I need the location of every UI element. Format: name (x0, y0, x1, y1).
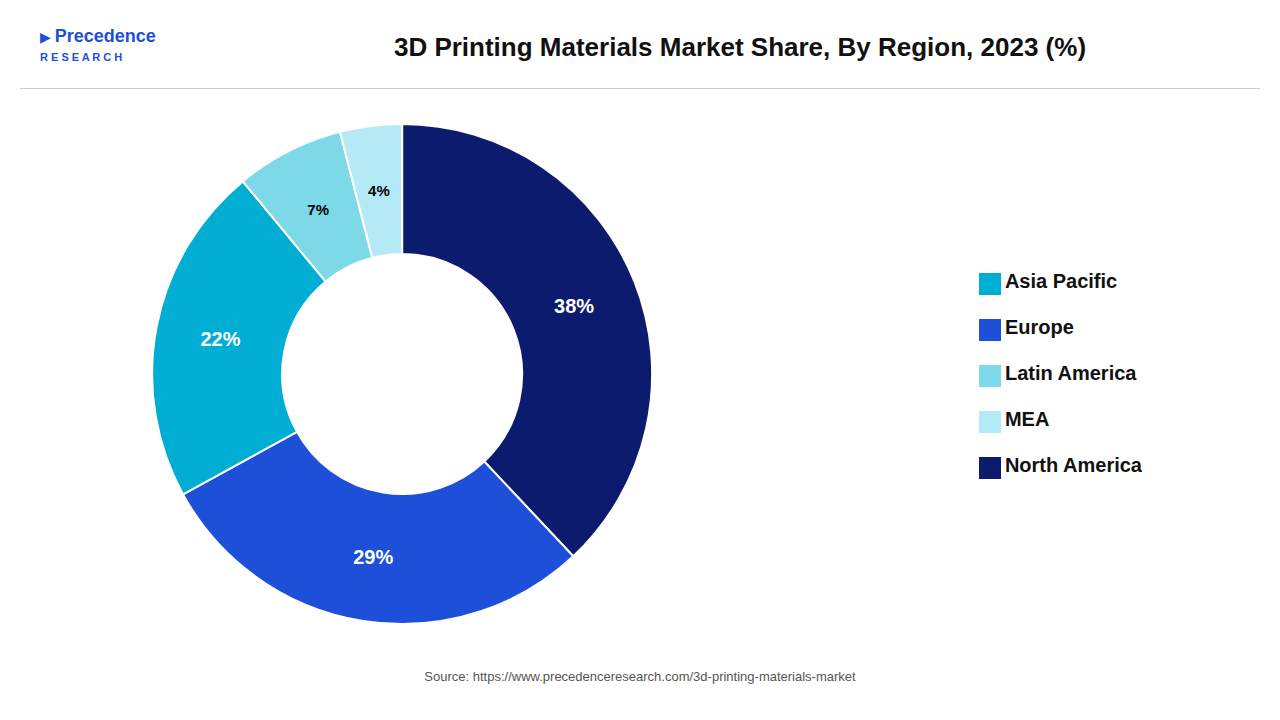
svg-text:22%: 22% (200, 328, 240, 350)
html-text:Asia Pacific: Asia Pacific (1004, 270, 1118, 292)
html-text:R E S E A R C H: R E S E A R C H (40, 51, 123, 63)
html-text:▶ Precedence: ▶ Precedence (40, 26, 156, 46)
html-text:Europe: Europe (1004, 316, 1074, 338)
svg-text:29%: 29% (353, 546, 393, 568)
svg-text:4%: 4% (368, 182, 390, 199)
svg-text:38%: 38% (554, 295, 594, 317)
html-text:North America: North America (1004, 454, 1142, 476)
html-text:3D Printing Materials Market S: 3D Printing Materials Market Share, By R… (393, 32, 1086, 62)
svg-text:7%: 7% (307, 201, 329, 218)
html-text:MEA: MEA (1004, 408, 1050, 430)
html-text:Source: https://www.precedence: Source: https://www.precedenceresearch.c… (424, 669, 856, 684)
html-text:Latin America: Latin America (1004, 362, 1137, 384)
